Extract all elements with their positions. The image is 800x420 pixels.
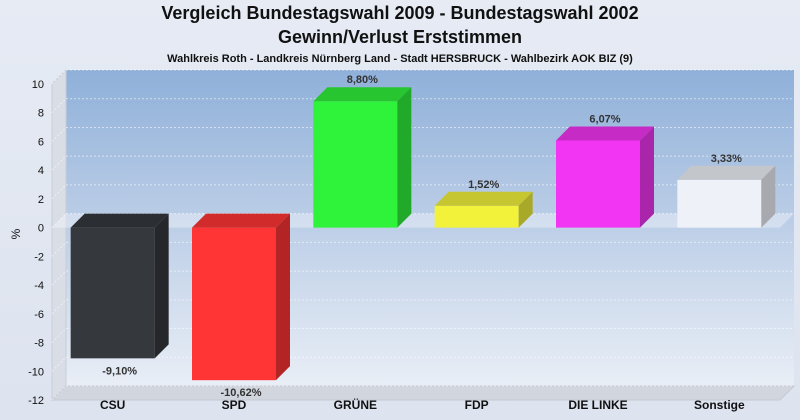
y-tick-label: 0 [38, 223, 44, 235]
bar-side [276, 213, 290, 381]
bar-front [70, 227, 155, 359]
bar-side [518, 191, 533, 228]
y-tick-label: -12 [28, 395, 44, 407]
gridline [51, 299, 67, 315]
gridline [51, 213, 67, 228]
gridline [51, 242, 67, 257]
bar-side [761, 165, 776, 228]
bar-front [313, 101, 398, 228]
gridline [51, 328, 67, 343]
bar-die-linke [556, 126, 654, 228]
data-label: 8,80% [347, 74, 378, 86]
y-tick-label: 8 [38, 108, 44, 120]
data-label: 1,52% [468, 179, 499, 191]
bar-spd [192, 213, 290, 381]
gridline [51, 356, 67, 372]
data-label: 3,33% [711, 153, 742, 165]
data-label: -10,62% [221, 387, 262, 399]
y-tick-label: -10 [28, 366, 44, 378]
y-tick-label: 10 [32, 79, 44, 91]
chart-title: Vergleich Bundestagswahl 2009 - Bundesta… [161, 3, 639, 23]
x-tick-label: CSU [100, 398, 125, 412]
y-tick-label: -6 [34, 309, 44, 321]
gridline [51, 385, 67, 401]
bar-top [556, 126, 654, 141]
bar-front [192, 227, 276, 381]
bar-top [434, 191, 533, 206]
x-tick-label: Sonstige [694, 398, 745, 412]
gridline [51, 127, 67, 142]
y-tick-label: -4 [34, 280, 44, 292]
plot-area [66, 70, 794, 386]
bar-side [397, 87, 412, 228]
bar-top [70, 213, 169, 228]
plot-floor [50, 385, 796, 401]
gridline [51, 155, 67, 171]
y-tick-label: -2 [34, 251, 44, 263]
bar-front [434, 205, 519, 228]
bar-top [192, 213, 290, 228]
x-tick-label: DIE LINKE [568, 398, 627, 412]
chart-caption: Wahlkreis Roth - Landkreis Nürnberg Land… [167, 53, 633, 65]
bar-top [313, 87, 412, 102]
y-tick-label: -8 [34, 338, 44, 350]
bar-grüne [313, 87, 412, 228]
bar-front [677, 179, 762, 228]
bar-csu [70, 213, 169, 359]
gridline [51, 184, 67, 200]
x-tick-label: FDP [465, 398, 489, 412]
x-tick-label: GRÜNE [334, 397, 377, 412]
bar-fdp [434, 191, 533, 228]
y-tick-label: 6 [38, 136, 44, 148]
x-tick-label: SPD [222, 398, 247, 412]
gridline [51, 69, 67, 85]
data-label: 6,07% [589, 113, 620, 125]
chart-subtitle: Gewinn/Verlust Erststimmen [277, 27, 523, 47]
bar-front [556, 140, 640, 228]
gridline [51, 98, 67, 114]
y-tick-label: 4 [38, 165, 44, 177]
bar-side [640, 126, 654, 228]
y-axis-label: % [9, 228, 23, 239]
data-label: -9,10% [102, 365, 137, 377]
bar-side [154, 213, 169, 359]
y-tick-label: 2 [38, 194, 44, 206]
gridline [51, 270, 67, 286]
bar-top [677, 165, 776, 180]
plot-side-wall [51, 68, 67, 402]
bar-sonstige [677, 165, 776, 228]
